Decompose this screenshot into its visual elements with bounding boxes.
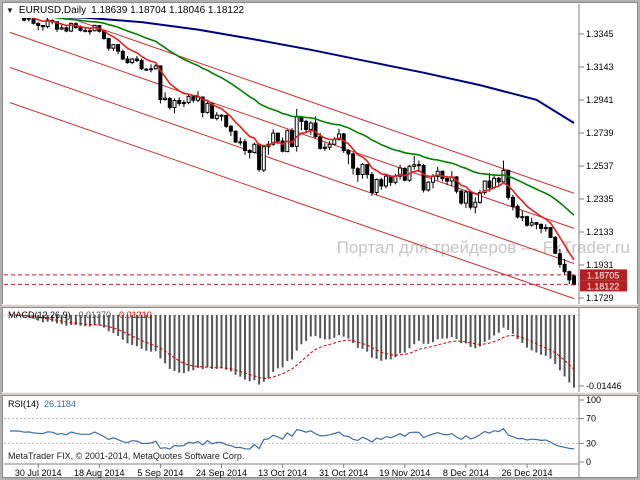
rsi-value: 26.1184 <box>44 399 76 409</box>
svg-text:-0.01446: -0.01446 <box>586 381 622 391</box>
macd-main-value: -0.01370 <box>75 310 112 320</box>
rsi-indicator-name: RSI(14) <box>8 399 40 409</box>
svg-text:1.2133: 1.2133 <box>586 227 614 237</box>
macd-panel-label: MACD(12,26,9) -0.01370 -0.01210 <box>8 310 152 320</box>
time-axis[interactable] <box>2 464 579 478</box>
macd-panel-divider[interactable] <box>2 304 638 308</box>
svg-text:1.1931: 1.1931 <box>586 260 614 270</box>
svg-text:30: 30 <box>586 438 596 448</box>
rsi-panel-divider[interactable] <box>2 392 638 396</box>
svg-text:1.3345: 1.3345 <box>586 29 614 39</box>
svg-text:1.18705: 1.18705 <box>587 270 620 280</box>
svg-text:1.2335: 1.2335 <box>586 194 614 204</box>
svg-text:1.2941: 1.2941 <box>586 95 614 105</box>
macd-indicator-name: MACD(12,26,9) <box>8 310 71 320</box>
svg-text:18 Aug 2014: 18 Aug 2014 <box>74 468 125 478</box>
rsi-panel-label: RSI(14) 26.1184 <box>8 399 76 409</box>
svg-text:1.2739: 1.2739 <box>586 128 614 138</box>
svg-text:30 Jul 2014: 30 Jul 2014 <box>15 468 62 478</box>
svg-text:24 Sep 2014: 24 Sep 2014 <box>196 468 247 478</box>
chart-symbol-period: EURUSD,Daily <box>18 5 87 16</box>
price-axis[interactable] <box>576 18 638 464</box>
chart-ohlc-values: 1.18639 1.18704 1.18046 1.18122 <box>91 5 245 16</box>
svg-text:0: 0 <box>586 457 591 467</box>
chart-menu-icon[interactable]: ▼ <box>6 5 14 15</box>
svg-text:70: 70 <box>586 414 596 424</box>
svg-text:1.18122: 1.18122 <box>587 281 620 291</box>
svg-text:1.1729: 1.1729 <box>586 293 614 303</box>
svg-text:100: 100 <box>586 395 601 405</box>
macd-signal-value: -0.01210 <box>116 310 152 320</box>
svg-text:31 Oct 2014: 31 Oct 2014 <box>319 468 368 478</box>
svg-text:8 Dec 2014: 8 Dec 2014 <box>443 468 489 478</box>
copyright-text: MetaTrader FIX, © 2001-2014, MetaQuotes … <box>8 451 245 461</box>
svg-text:5 Sep 2014: 5 Sep 2014 <box>137 468 183 478</box>
svg-text:13 Oct 2014: 13 Oct 2014 <box>258 468 307 478</box>
svg-text:26 Dec 2014: 26 Dec 2014 <box>501 468 552 478</box>
svg-text:1.2537: 1.2537 <box>586 161 614 171</box>
chart-title-bar: ▼ EURUSD,Daily 1.18639 1.18704 1.18046 1… <box>6 5 244 16</box>
svg-text:1.3143: 1.3143 <box>586 62 614 72</box>
svg-text:19 Nov 2014: 19 Nov 2014 <box>379 468 430 478</box>
